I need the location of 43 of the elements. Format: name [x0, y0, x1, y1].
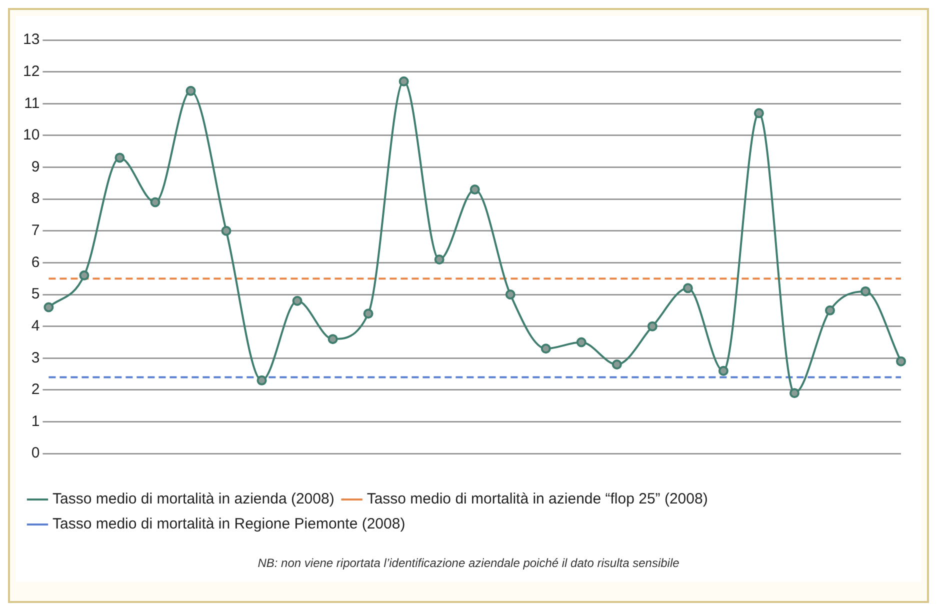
- legend-label: Tasso medio di mortalità in aziende “flop 25” (2008): [366, 490, 708, 508]
- point: [754, 108, 764, 118]
- point: [718, 366, 728, 376]
- point: [328, 334, 338, 344]
- point: [398, 76, 409, 86]
- point: [186, 86, 196, 96]
- y-tick-label: 5: [31, 286, 40, 303]
- y-tick-label: 3: [31, 349, 40, 366]
- point: [44, 302, 54, 312]
- y-tick-label: 6: [31, 254, 40, 271]
- legend-label: Tasso medio di mortalità in azienda (2008): [52, 490, 334, 508]
- point: [363, 308, 374, 319]
- y-tick-label: 0: [31, 444, 40, 462]
- point: [540, 344, 551, 354]
- y-tick-label: 12: [22, 62, 40, 80]
- text: NB: non viene riportata l’identificazione aziendale poiché il dato risulta sensibile: [256, 555, 680, 572]
- point: [434, 254, 444, 265]
- point: [292, 296, 302, 306]
- y-tick-label: 13: [22, 31, 40, 48]
- point: [647, 321, 658, 332]
- point: [612, 360, 622, 370]
- point: [221, 226, 232, 236]
- point: [256, 375, 267, 386]
- point: [576, 337, 586, 348]
- point: [824, 305, 835, 316]
- point: [79, 270, 90, 280]
- point: [114, 152, 125, 163]
- point: [896, 356, 906, 366]
- point: [682, 283, 693, 294]
- y-tick-label: 11: [24, 94, 40, 112]
- y-tick-label: 7: [31, 222, 40, 240]
- point: [470, 184, 480, 195]
- point: [789, 388, 800, 398]
- y-tick-label: 10: [22, 126, 40, 144]
- point: [150, 197, 160, 208]
- point: [505, 290, 516, 300]
- y-tick-label: 8: [31, 190, 40, 208]
- y-tick-label: 2: [31, 381, 40, 398]
- point: [860, 286, 870, 296]
- legend-label: Tasso medio di mortalità in Regione Piemonte (2008): [52, 516, 406, 533]
- y-tick-label: 9: [31, 158, 40, 176]
- y-tick-label: 4: [31, 317, 40, 334]
- y-tick-label: 1: [31, 412, 40, 430]
